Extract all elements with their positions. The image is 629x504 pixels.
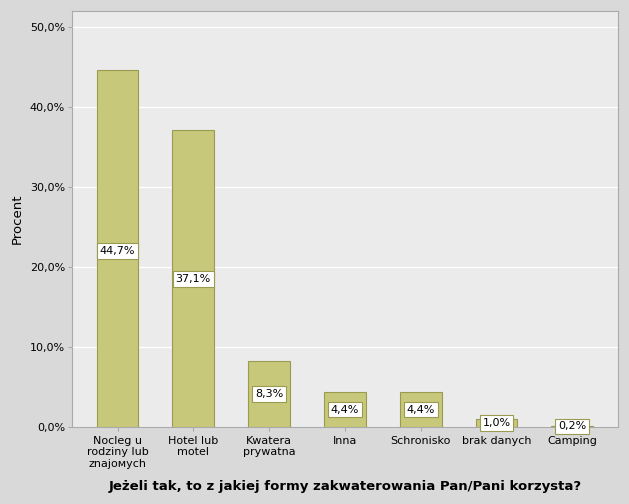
Bar xyxy=(476,419,517,427)
Text: 8,3%: 8,3% xyxy=(255,389,283,399)
Bar xyxy=(97,70,138,427)
Text: 4,4%: 4,4% xyxy=(406,405,435,415)
Text: 44,7%: 44,7% xyxy=(100,246,135,256)
Y-axis label: Procent: Procent xyxy=(11,194,24,244)
Bar xyxy=(172,131,214,427)
Text: 0,2%: 0,2% xyxy=(558,421,586,431)
Text: 37,1%: 37,1% xyxy=(175,274,211,284)
Text: 4,4%: 4,4% xyxy=(331,405,359,415)
Bar xyxy=(552,426,593,427)
X-axis label: Jeżeli tak, to z jakiej formy zakwaterowania Pan/Pani korzysta?: Jeżeli tak, to z jakiej formy zakwaterow… xyxy=(108,480,581,493)
Bar xyxy=(248,361,290,427)
Bar xyxy=(400,392,442,427)
Text: 1,0%: 1,0% xyxy=(482,418,511,428)
Bar xyxy=(324,392,365,427)
